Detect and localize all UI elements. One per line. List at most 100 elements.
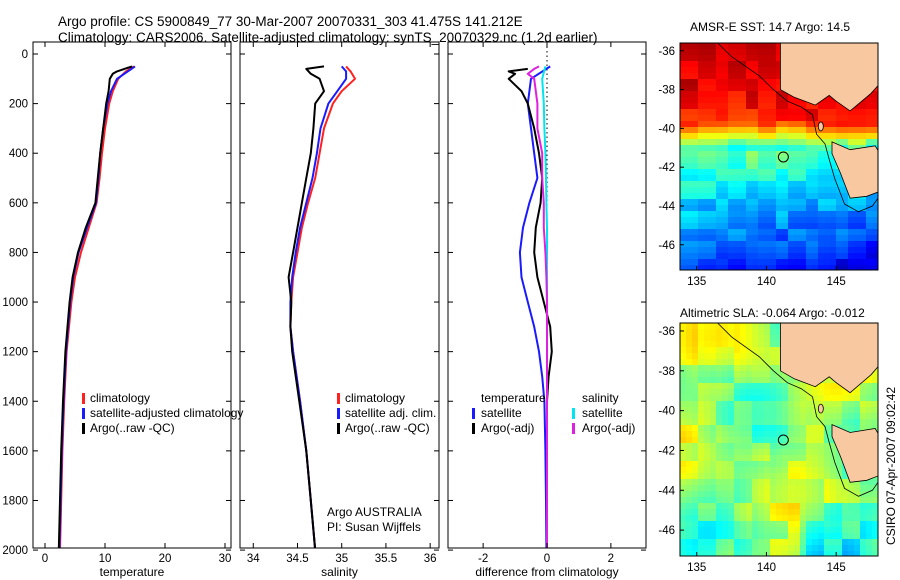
x-tick-label: 34 <box>247 553 260 565</box>
map-x-tick-label: 135 <box>687 276 706 288</box>
y-tick-label: 200 <box>9 99 28 111</box>
map-x-tick-label: 140 <box>757 562 776 574</box>
salinity-panel: 34 34.5 35 35.5 36 salinity <box>239 41 440 579</box>
y-tick-label: 1000 <box>2 297 28 309</box>
map-x-tick-label: 145 <box>827 276 846 288</box>
legend-swatch-satellite <box>337 408 340 419</box>
sla-map-title: Altimetric SLA: -0.064 Argo: -0.012 <box>680 306 865 320</box>
map-frame <box>679 322 879 557</box>
map-y-tick-label: -36 <box>658 46 675 58</box>
series-line-satellite-adj-clim- <box>289 65 348 548</box>
legend-swatch-satellite <box>82 408 85 419</box>
y-tick-label: 0 <box>22 49 28 61</box>
x-tick-label: 35 <box>335 553 348 565</box>
legend-swatch-argo <box>337 423 340 434</box>
sst-map-title: AMSR-E SST: 14.7 Argo: 14.5 <box>690 20 850 34</box>
y-tick-label: 1600 <box>2 446 28 458</box>
series-line-temperature-satellite <box>518 65 551 548</box>
legend-label-sal-argo: Argo(-adj) <box>582 421 635 435</box>
map-y-tick-label: -38 <box>658 366 675 378</box>
y-tick-label: 600 <box>9 198 28 210</box>
land-king-island <box>817 403 824 414</box>
side-timestamp: CSIRO 07-Apr-2007 09:02:42 <box>884 387 898 545</box>
x-axis-label: difference from climatology <box>475 565 618 579</box>
legend-heading-salinity: salinity <box>582 391 619 405</box>
y-tick-label: 1200 <box>2 347 28 359</box>
y-tick-label: 2000 <box>2 545 28 557</box>
map-x-tick-label: 140 <box>757 276 776 288</box>
x-axis-label: temperature <box>100 565 165 579</box>
map-y-tick-label: -36 <box>658 326 675 338</box>
title-line-2: Climatology: CARS2006. Satellite-adjuste… <box>58 30 598 45</box>
legend-label-satellite: satellite adj. clim. <box>345 406 436 420</box>
legend-heading-temperature: temperature <box>481 391 546 405</box>
map-y-tick-label: -40 <box>658 406 675 418</box>
map-y-tick-label: -40 <box>658 123 675 135</box>
difference-legend: temperature satellite Argo(-adj) salinit… <box>472 391 635 435</box>
land-king-island <box>817 121 824 132</box>
x-tick-label: 2 <box>608 553 614 565</box>
title-line-1: Argo profile: CS 5900849_77 30-Mar-2007 … <box>58 14 523 29</box>
map-frame <box>679 42 879 271</box>
map-x-tick-label: 145 <box>827 562 846 574</box>
series-line-argo-raw-qc- <box>57 65 133 548</box>
legend-swatch-climatology <box>337 393 340 404</box>
shelf-contour <box>717 323 878 497</box>
legend-swatch-sal-argo <box>572 423 575 434</box>
legend-swatch-temp-satellite <box>472 408 475 419</box>
legend-label-argo: Argo(..raw -QC) <box>90 421 175 435</box>
sst-map: 135 140 145 -36 -38 -40 -42 -44 -46 <box>658 42 879 288</box>
attribution-line-2: PI: Susan Wijffels <box>327 520 421 534</box>
y-tick-label: 1800 <box>2 495 28 507</box>
argo-float-marker <box>777 434 789 446</box>
legend-swatch-temp-argo <box>472 423 475 434</box>
temperature-legend: climatology satellite-adjusted climatolo… <box>82 391 243 435</box>
map-y-tick-label: -46 <box>658 240 675 252</box>
legend-swatch-argo <box>82 423 85 434</box>
map-y-tick-label: -42 <box>658 162 675 174</box>
salinity-legend: climatology satellite adj. clim. Argo(..… <box>337 391 436 435</box>
x-tick-label: 34.5 <box>286 553 308 565</box>
x-tick-label: 0 <box>544 553 550 565</box>
land-victoria <box>780 43 878 112</box>
land-tasmania <box>831 423 878 483</box>
temperature-panel: 0 10 20 30 temperature 0 200 400 600 800 1000 1200 1… <box>2 41 232 579</box>
x-tick-label: 20 <box>159 553 172 565</box>
x-tick-label: -2 <box>478 553 488 565</box>
x-tick-label: 35.5 <box>375 553 397 565</box>
series-line-argo-raw-qc- <box>287 65 325 548</box>
legend-swatch-sal-satellite <box>572 408 575 419</box>
y-tick-label: 800 <box>9 247 28 259</box>
shelf-contour <box>717 43 878 213</box>
legend-label-temp-satellite: satellite <box>481 406 522 420</box>
y-tick-label: 400 <box>9 148 28 160</box>
series-line-climatology <box>289 65 356 548</box>
map-y-tick-label: -42 <box>658 445 675 457</box>
map-y-tick-label: -46 <box>658 525 675 537</box>
legend-label-sal-satellite: satellite <box>582 406 623 420</box>
attribution-line-1: Argo AUSTRALIA <box>327 505 422 519</box>
map-y-tick-label: -38 <box>658 85 675 97</box>
argo-float-marker <box>777 151 789 163</box>
legend-label-temp-argo: Argo(-adj) <box>481 421 534 435</box>
plot-frame <box>32 41 232 549</box>
plot-frame <box>239 41 440 549</box>
map-y-tick-label: -44 <box>658 201 675 213</box>
series-line-climatology <box>59 65 135 548</box>
legend-label-satellite: satellite-adjusted climatology <box>90 406 243 420</box>
land-victoria <box>780 323 878 394</box>
legend-swatch-climatology <box>82 393 85 404</box>
legend-label-climatology: climatology <box>345 391 405 405</box>
x-axis-label: salinity <box>321 565 358 579</box>
x-tick-label: 10 <box>99 553 112 565</box>
series-line-salinity-argo-adj- <box>526 65 548 548</box>
map-y-tick-label: -44 <box>658 485 675 497</box>
x-tick-label: 36 <box>424 553 437 565</box>
sla-map: 135 140 145 -36 -38 -40 -42 -44 -46 <box>658 322 879 574</box>
legend-label-argo: Argo(..raw -QC) <box>345 421 430 435</box>
map-x-tick-label: 135 <box>687 562 706 574</box>
land-tasmania <box>831 141 878 199</box>
x-tick-label: 0 <box>42 553 48 565</box>
legend-label-climatology: climatology <box>90 391 150 405</box>
